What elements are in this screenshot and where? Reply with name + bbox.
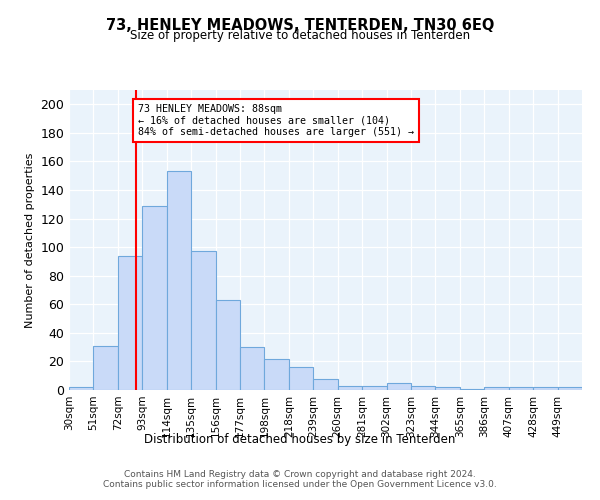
- Bar: [191, 252, 215, 390]
- Bar: [94, 346, 118, 390]
- Bar: [265, 358, 289, 390]
- Y-axis label: Number of detached properties: Number of detached properties: [25, 152, 35, 328]
- Text: Distribution of detached houses by size in Tenterden: Distribution of detached houses by size …: [145, 432, 455, 446]
- Bar: [386, 383, 411, 390]
- Bar: [118, 256, 142, 390]
- Bar: [142, 206, 167, 390]
- Bar: [167, 172, 191, 390]
- Bar: [240, 347, 265, 390]
- Bar: [313, 378, 338, 390]
- Bar: [69, 387, 94, 390]
- Bar: [289, 367, 313, 390]
- Bar: [215, 300, 240, 390]
- Text: 73 HENLEY MEADOWS: 88sqm
← 16% of detached houses are smaller (104)
84% of semi-: 73 HENLEY MEADOWS: 88sqm ← 16% of detach…: [137, 104, 413, 138]
- Bar: [436, 387, 460, 390]
- Bar: [509, 387, 533, 390]
- Text: Contains HM Land Registry data © Crown copyright and database right 2024.
Contai: Contains HM Land Registry data © Crown c…: [103, 470, 497, 490]
- Bar: [484, 387, 509, 390]
- Text: 73, HENLEY MEADOWS, TENTERDEN, TN30 6EQ: 73, HENLEY MEADOWS, TENTERDEN, TN30 6EQ: [106, 18, 494, 32]
- Bar: [338, 386, 362, 390]
- Bar: [411, 386, 436, 390]
- Bar: [533, 387, 557, 390]
- Bar: [557, 387, 582, 390]
- Bar: [362, 386, 386, 390]
- Text: Size of property relative to detached houses in Tenterden: Size of property relative to detached ho…: [130, 29, 470, 42]
- Bar: [460, 388, 484, 390]
